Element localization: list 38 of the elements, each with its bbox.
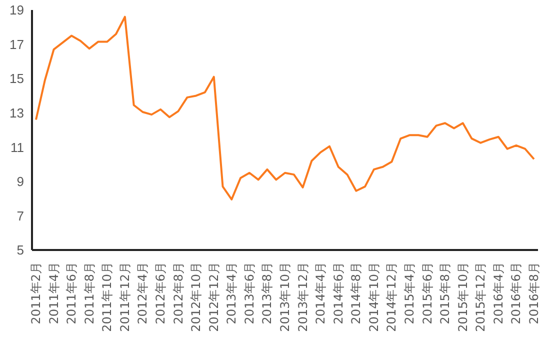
x-tick-label: 2013年10月: [278, 262, 292, 332]
x-tick-label: 2014年6月: [331, 262, 346, 324]
x-tick-label: 2015年12月: [474, 262, 488, 332]
x-tick-label: 2011年4月: [46, 262, 61, 324]
x-tick-label: 2014年4月: [314, 262, 328, 324]
y-tick-label: 19: [10, 2, 24, 18]
x-tick-label: 2013年12月: [296, 262, 310, 332]
x-tick-label: 2012年4月: [136, 262, 150, 324]
x-tick-label: 2013年8月: [260, 262, 274, 324]
x-tick-label: 2016年6月: [509, 262, 524, 324]
y-tick-label: 15: [10, 71, 24, 86]
x-tick-label: 2014年8月: [349, 262, 364, 324]
y-tick-label: 5: [16, 242, 24, 258]
x-tick-label: 2013年6月: [242, 262, 256, 324]
x-tick-label: 2012年6月: [154, 262, 168, 324]
x-tick-label: 2011年6月: [64, 262, 79, 324]
x-tick-label: 2014年12月: [384, 262, 399, 332]
x-tick-label: 2012年12月: [206, 262, 221, 332]
x-tick-label: 2014年10月: [366, 262, 381, 332]
y-tick-label: 13: [10, 105, 24, 120]
x-tick-label: 2015年10月: [456, 262, 470, 332]
y-tick-label: 11: [10, 140, 24, 155]
x-tick-label: 2011年2月: [29, 262, 43, 324]
x-tick-label: 2013年4月: [224, 262, 239, 324]
x-tick-label: 2015年8月: [438, 262, 452, 324]
x-tick-label: 2016年8月: [527, 262, 541, 324]
y-tick-label: 9: [16, 174, 24, 190]
x-tick-label: 2011年12月: [118, 262, 132, 332]
y-tick-label: 17: [10, 36, 24, 52]
x-tick-label: 2011年10月: [100, 262, 114, 332]
x-tick-label: 2015年4月: [402, 262, 416, 324]
x-tick-label: 2011年8月: [82, 262, 96, 324]
line-series: [35, 16, 535, 200]
x-tick-label: 2012年8月: [171, 262, 186, 324]
y-tick-label: 7: [16, 208, 24, 224]
x-tick-label: 2012年10月: [189, 262, 204, 332]
x-tick-label: 2016年4月: [491, 262, 506, 324]
x-tick-label: 2015年6月: [420, 262, 434, 324]
